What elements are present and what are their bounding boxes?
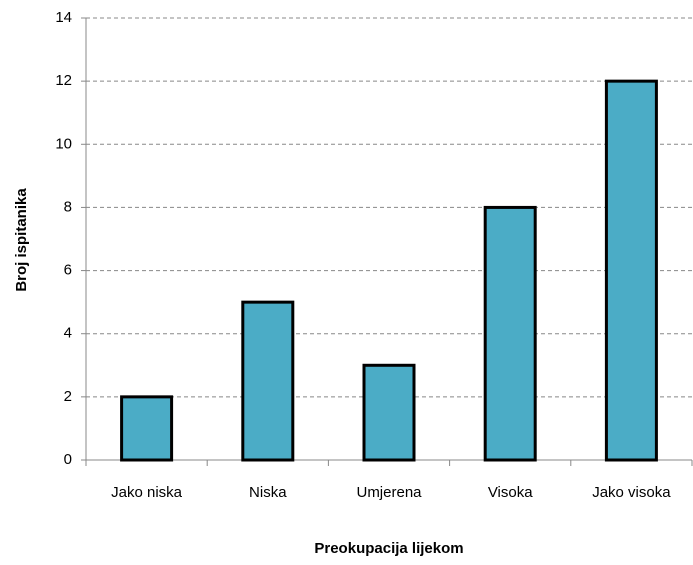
y-tick-label: 4 — [64, 325, 72, 342]
y-tick-label: 0 — [64, 451, 72, 468]
x-tick-label: Jako visoka — [592, 484, 671, 501]
y-tick-label: 14 — [55, 9, 72, 26]
y-axis-title: Broj ispitanika — [13, 188, 30, 292]
x-tick-label: Niska — [249, 484, 287, 501]
x-tick-label: Umjerena — [356, 484, 422, 501]
y-tick-label: 8 — [64, 198, 72, 215]
x-axis-title: Preokupacija lijekom — [314, 540, 463, 557]
x-tick-label: Visoka — [488, 484, 533, 501]
bar — [604, 79, 658, 462]
x-tick-label: Jako niska — [111, 484, 183, 501]
y-tick-label: 12 — [55, 72, 72, 89]
bar — [120, 395, 174, 462]
y-tick-label: 10 — [55, 135, 72, 152]
bar — [241, 300, 295, 462]
y-tick-label: 2 — [64, 388, 72, 405]
bar — [362, 363, 416, 462]
bar — [483, 205, 537, 462]
y-tick-label: 6 — [64, 262, 72, 279]
